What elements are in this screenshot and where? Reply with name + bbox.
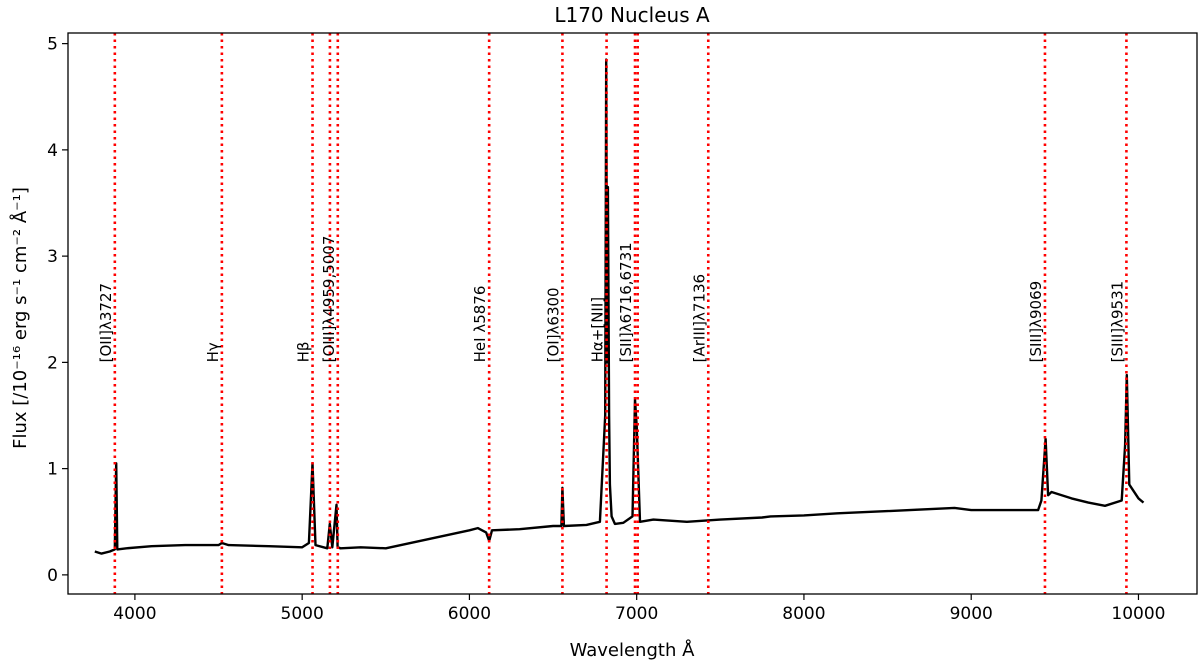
plot-frame xyxy=(67,32,1198,595)
x-tick-label: 8000 xyxy=(782,604,825,624)
emission-line-label: Hβ xyxy=(295,342,313,363)
y-tick-label: 3 xyxy=(47,247,58,267)
spectrum-line xyxy=(94,58,1145,555)
emission-line-label: Hα+[NII] xyxy=(589,297,607,363)
emission-line-label: [SIII]λ9069 xyxy=(1027,281,1045,363)
y-tick-label: 1 xyxy=(47,460,58,480)
y-tick-label: 4 xyxy=(47,141,58,161)
emission-line-label: [ArIII]λ7136 xyxy=(690,274,708,362)
y-axis-label: Flux [/10⁻¹⁶ erg s⁻¹ cm⁻² Å⁻¹] xyxy=(9,187,31,449)
emission-line-label: [OII]λ3727 xyxy=(97,283,115,362)
emission-line-label: [SII]λ6716,6731 xyxy=(617,242,635,362)
x-tick-label: 10000 xyxy=(1111,604,1165,624)
plot-area: [OII]λ3727 Hγ Hβ [OIII]λ4959,5007 HeI λ5876 [… xyxy=(47,32,1198,624)
x-tick-label: 9000 xyxy=(950,604,993,624)
y-tick-label: 2 xyxy=(47,353,58,373)
emission-line-label: Hγ xyxy=(204,342,222,362)
emission-line-label: HeI λ5876 xyxy=(471,286,489,363)
y-tick-label: 0 xyxy=(47,566,58,586)
y-tick-label: 5 xyxy=(47,35,58,55)
x-tick-label: 5000 xyxy=(281,604,324,624)
x-tick-label: 6000 xyxy=(448,604,491,624)
x-tick-label: 7000 xyxy=(615,604,658,624)
chart-title: L170 Nucleus A xyxy=(554,3,710,27)
emission-line-label: [OIII]λ4959,5007 xyxy=(320,236,338,363)
emission-line-label: [OI]λ6300 xyxy=(544,287,562,362)
x-axis-label: Wavelength Å xyxy=(570,639,696,661)
x-tick-label: 4000 xyxy=(113,604,156,624)
emission-line-label: [SIII]λ9531 xyxy=(1108,281,1126,363)
